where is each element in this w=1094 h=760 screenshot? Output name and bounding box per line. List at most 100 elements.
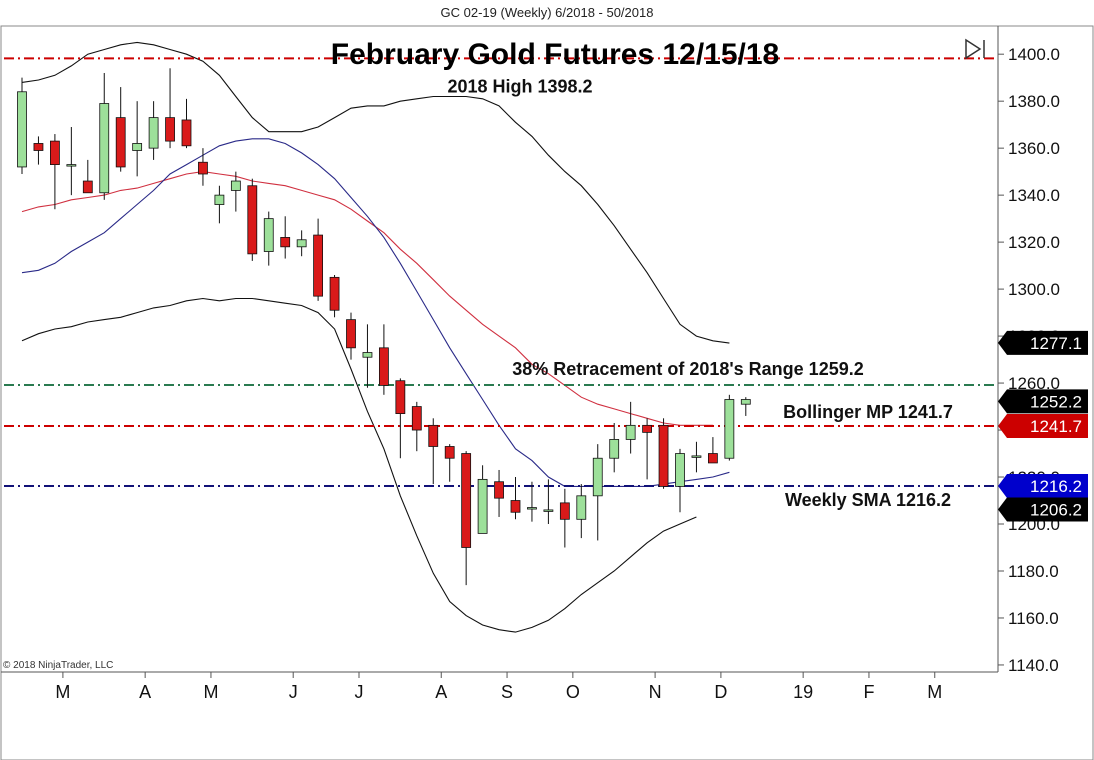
annotation-label: 38% Retracement of 2018's Range 1259.2 — [512, 359, 863, 379]
annotation-label: 2018 High 1398.2 — [447, 76, 592, 96]
candle-body — [576, 495, 587, 520]
x-tick-label: 19 — [793, 682, 813, 702]
candle — [724, 394, 735, 461]
candle-body — [378, 347, 389, 386]
candle-body — [165, 117, 175, 142]
candle-body — [313, 234, 324, 297]
candle — [115, 87, 126, 172]
candle-body — [625, 424, 636, 440]
candle-body — [642, 424, 652, 433]
candle — [99, 72, 110, 200]
candle-body — [230, 180, 241, 191]
y-tick-label: 1320.0 — [1008, 233, 1060, 252]
y-tick-label: 1140.0 — [1008, 656, 1059, 675]
x-tick-label: J — [289, 682, 298, 702]
candle — [543, 479, 554, 525]
candle-body — [592, 457, 603, 497]
chart-title: February Gold Futures 12/15/18 — [331, 38, 780, 71]
x-tick-label: M — [927, 682, 942, 702]
y-tick-label: 1300.0 — [1008, 280, 1060, 299]
price-tag-bg — [998, 389, 1088, 414]
candle-body — [559, 502, 570, 520]
copyright: © 2018 NinjaTrader, LLC — [3, 660, 113, 671]
price-tag-bg — [998, 497, 1088, 522]
candle — [280, 216, 291, 259]
candle — [428, 418, 439, 485]
candle-body — [214, 194, 225, 205]
upper_band-line — [21, 41, 730, 344]
candle — [625, 401, 636, 454]
candle-body — [708, 453, 718, 464]
candle-body — [494, 481, 504, 499]
candle-body — [181, 119, 192, 147]
price-tag-label: 1241.7 — [1030, 417, 1082, 436]
candle — [362, 324, 373, 388]
price-tag: 1241.7 — [998, 414, 1088, 439]
candle — [17, 77, 27, 174]
candle — [346, 312, 356, 360]
candle-body — [691, 455, 702, 458]
candles-layer — [17, 68, 751, 586]
candle — [658, 418, 669, 489]
candle-body — [148, 117, 159, 149]
x-tick-label: J — [355, 682, 364, 702]
candle-body — [115, 117, 126, 168]
label-layer: 2018 High 1398.2 38% Retracement of 2018'… — [447, 76, 1088, 522]
price-tag: 1216.2 — [998, 473, 1088, 498]
candle-body — [346, 319, 356, 349]
candle-body — [527, 507, 537, 510]
x-tick-label: A — [139, 682, 151, 702]
candle-body — [411, 406, 422, 431]
y-tick-label: 1380.0 — [1008, 92, 1060, 111]
sma-line — [21, 138, 730, 487]
x-tick-label: F — [863, 682, 874, 702]
x-tick-label: A — [435, 682, 447, 702]
candle — [691, 441, 702, 473]
candle — [214, 185, 225, 224]
candle-body — [477, 478, 488, 534]
y-tick-label: 1400.0 — [1008, 45, 1060, 64]
price-tag-label: 1277.1 — [1030, 334, 1082, 353]
annotation-label: Bollinger MP 1241.7 — [783, 402, 953, 422]
candle — [247, 178, 258, 261]
candle-body — [675, 453, 685, 487]
price-tag-bg — [998, 473, 1088, 498]
lines-layer — [4, 41, 998, 633]
candle — [510, 477, 521, 520]
y-tick-label: 1360.0 — [1008, 139, 1060, 158]
candle — [230, 171, 241, 212]
candle — [609, 422, 620, 473]
candle — [675, 448, 685, 513]
lower_band-line — [21, 297, 697, 633]
candle — [50, 134, 60, 210]
candle-body — [280, 237, 291, 248]
candle — [494, 469, 504, 517]
candle — [165, 68, 175, 149]
x-tick-label: M — [55, 682, 70, 702]
candle-body — [724, 399, 735, 459]
price-tag: 1206.2 — [998, 497, 1088, 522]
candle-body — [50, 140, 60, 165]
chart-border — [0, 25, 1094, 760]
candle — [576, 484, 587, 539]
y-tick-label: 1340.0 — [1008, 186, 1060, 205]
candle-body — [82, 180, 93, 194]
candle-body — [740, 399, 751, 405]
candle-body — [247, 185, 258, 255]
candle — [395, 378, 406, 459]
end-of-chart-icon[interactable] — [965, 38, 985, 60]
candle-body — [99, 103, 110, 194]
y-tick-label: 1260.0 — [1008, 374, 1060, 393]
x-tick-label: M — [203, 682, 218, 702]
price-tag: 1252.2 — [998, 389, 1088, 414]
price-tag-bg — [998, 330, 1088, 355]
candle-body — [609, 439, 620, 459]
candle — [477, 465, 488, 534]
candle — [708, 437, 718, 464]
candle — [559, 488, 570, 548]
candle — [461, 451, 472, 586]
candle — [198, 148, 208, 186]
candle — [132, 101, 143, 177]
candle — [181, 98, 192, 149]
